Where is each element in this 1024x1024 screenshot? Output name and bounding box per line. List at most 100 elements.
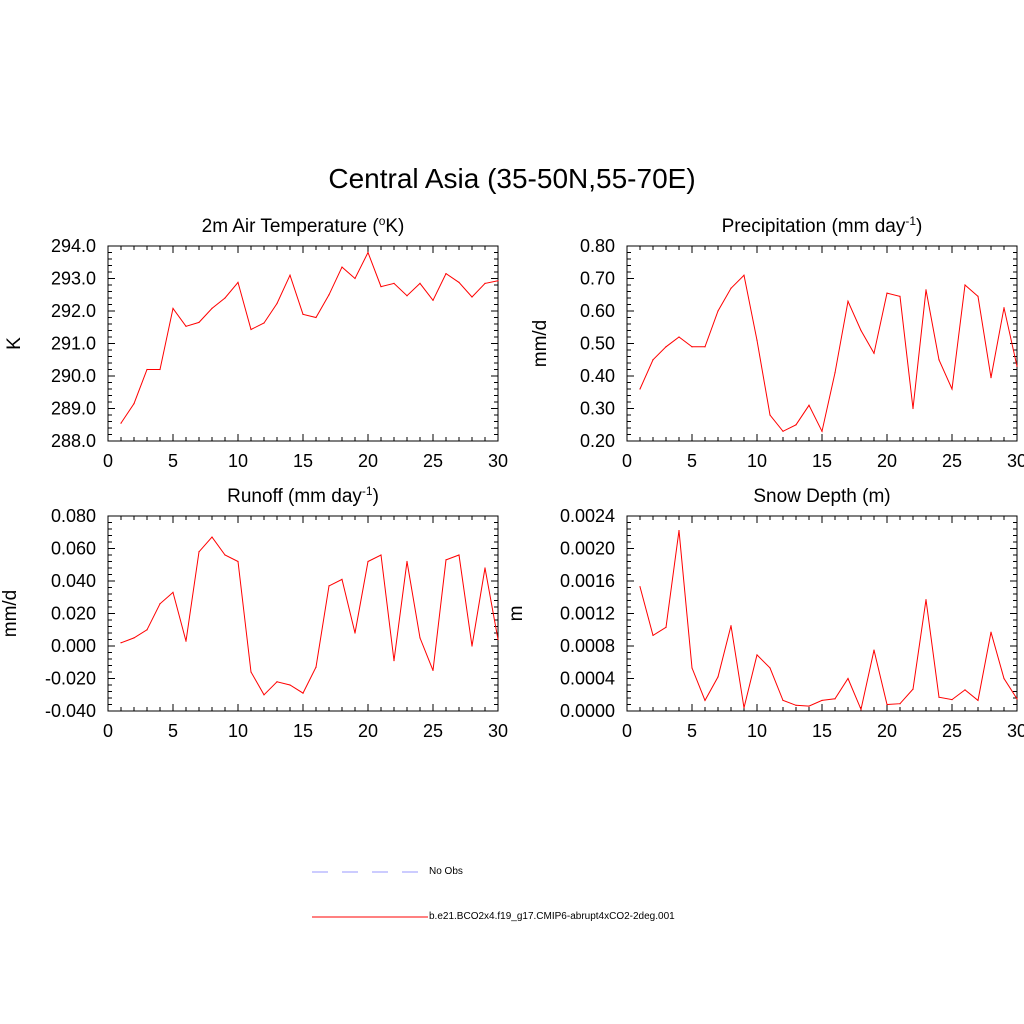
- x-tick-label-2-4: 20: [358, 721, 378, 741]
- subplot-title-3: Snow Depth (m): [753, 486, 890, 507]
- y-tick-label-3-1: 0.0004: [560, 669, 615, 689]
- data-point-3-25: [964, 689, 966, 691]
- y-tick-label-2-4: 0.040: [51, 571, 96, 591]
- data-point-3-4: [691, 667, 693, 669]
- y-tick-label-0-0: 288.0: [51, 431, 96, 451]
- data-point-3-22: [925, 599, 927, 601]
- page-title: Central Asia (35-50N,55-70E): [328, 163, 696, 194]
- data-point-0-11: [263, 322, 265, 324]
- x-tick-label-2-2: 10: [228, 721, 248, 741]
- y-tick-label-3-5: 0.0020: [560, 539, 615, 559]
- series-line-3: [639, 530, 1018, 712]
- data-point-3-5: [704, 699, 706, 702]
- series-line-1: [639, 274, 1018, 433]
- y-axis-label-0: K: [4, 337, 25, 350]
- x-tick-label-0-5: 25: [423, 451, 443, 471]
- data-point-0-4: [172, 307, 174, 309]
- plot-frame-1: [626, 245, 1018, 442]
- data-point-1-5: [704, 346, 706, 348]
- data-point-1-17: [860, 329, 862, 332]
- data-point-3-24: [951, 699, 953, 701]
- data-point-1-19: [886, 292, 888, 294]
- data-point-2-22: [406, 560, 408, 563]
- data-point-2-23: [419, 637, 421, 639]
- y-tick-label-2-1: -0.020: [45, 669, 96, 689]
- data-point-3-20: [899, 703, 901, 705]
- data-point-2-2: [146, 629, 148, 631]
- series-line-0: [120, 251, 499, 424]
- x-tick-label-3-5: 25: [942, 721, 962, 741]
- data-point-1-15: [834, 372, 836, 374]
- data-point-3-14: [821, 699, 823, 702]
- x-tick-label-3-3: 15: [812, 721, 832, 741]
- data-point-2-11: [263, 694, 265, 696]
- data-point-1-20: [899, 295, 901, 297]
- y-tick-label-2-0: -0.040: [45, 701, 96, 721]
- x-tick-label-3-6: 30: [1007, 721, 1024, 741]
- x-tick-label-2-1: 5: [168, 721, 178, 741]
- y-axis-label-1: mm/d: [530, 320, 551, 368]
- data-point-1-18: [873, 352, 875, 354]
- data-point-1-21: [912, 407, 914, 410]
- x-tick-label-1-3: 15: [812, 451, 832, 471]
- x-tick-label-1-6: 30: [1007, 451, 1024, 471]
- data-point-3-8: [743, 707, 745, 709]
- data-point-0-18: [354, 277, 356, 280]
- y-tick-label-2-5: 0.060: [51, 539, 96, 559]
- y-tick-label-1-0: 0.20: [580, 431, 615, 451]
- data-point-2-17: [341, 578, 343, 580]
- plot-frame-3: [626, 515, 1018, 712]
- data-point-3-13: [808, 705, 810, 707]
- data-point-1-6: [717, 310, 719, 312]
- data-point-2-24: [432, 669, 434, 671]
- data-point-3-9: [756, 654, 758, 656]
- data-point-2-29: [497, 638, 499, 641]
- data-point-2-9: [237, 560, 239, 563]
- y-axis-label-2: mm/d: [0, 590, 21, 638]
- data-point-1-23: [938, 359, 940, 361]
- data-point-2-0: [120, 642, 122, 644]
- data-point-1-22: [925, 289, 927, 291]
- data-point-0-28: [484, 282, 486, 284]
- x-tick-label-1-0: 0: [622, 451, 632, 471]
- data-point-3-3: [678, 530, 680, 532]
- data-point-1-2: [665, 346, 667, 348]
- data-point-2-3: [159, 603, 161, 605]
- data-point-2-20: [380, 554, 382, 556]
- data-point-2-26: [458, 554, 460, 556]
- data-point-2-16: [328, 585, 330, 587]
- data-point-3-28: [1003, 677, 1005, 680]
- data-point-3-15: [834, 698, 836, 700]
- subplot-title-part: K): [385, 216, 404, 237]
- y-tick-label-3-6: 0.0024: [560, 506, 615, 526]
- data-point-0-21: [393, 282, 395, 284]
- data-point-2-28: [484, 567, 486, 569]
- data-point-0-8: [224, 297, 226, 299]
- data-point-3-1: [652, 634, 654, 637]
- data-point-0-24: [432, 299, 434, 301]
- data-point-1-27: [990, 377, 992, 379]
- subplot-title-1: Precipitation (mm day-1): [722, 214, 923, 237]
- subplot-title-part: -1: [905, 214, 916, 228]
- data-point-2-13: [289, 684, 291, 686]
- x-tick-label-3-2: 10: [747, 721, 767, 741]
- subplot-title-part: Snow Depth (m): [753, 486, 890, 507]
- data-point-2-7: [211, 536, 213, 538]
- data-point-0-0: [120, 422, 122, 424]
- data-point-3-17: [860, 708, 862, 710]
- data-point-2-10: [250, 671, 252, 673]
- x-tick-label-3-0: 0: [622, 721, 632, 741]
- data-point-3-21: [912, 688, 914, 690]
- x-tick-label-2-6: 30: [488, 721, 508, 741]
- data-point-3-26: [977, 699, 979, 702]
- y-tick-label-3-3: 0.0012: [560, 604, 615, 624]
- data-point-2-6: [198, 551, 200, 553]
- subplot-title-part: ): [373, 486, 379, 507]
- y-tick-label-2-3: 0.020: [51, 604, 96, 624]
- subplot-title-part: ): [916, 216, 922, 237]
- subplot-title-part: 2m Air Temperature (: [202, 216, 380, 237]
- data-point-0-27: [471, 296, 473, 298]
- y-tick-label-2-2: 0.000: [51, 636, 96, 656]
- data-point-0-6: [198, 321, 200, 323]
